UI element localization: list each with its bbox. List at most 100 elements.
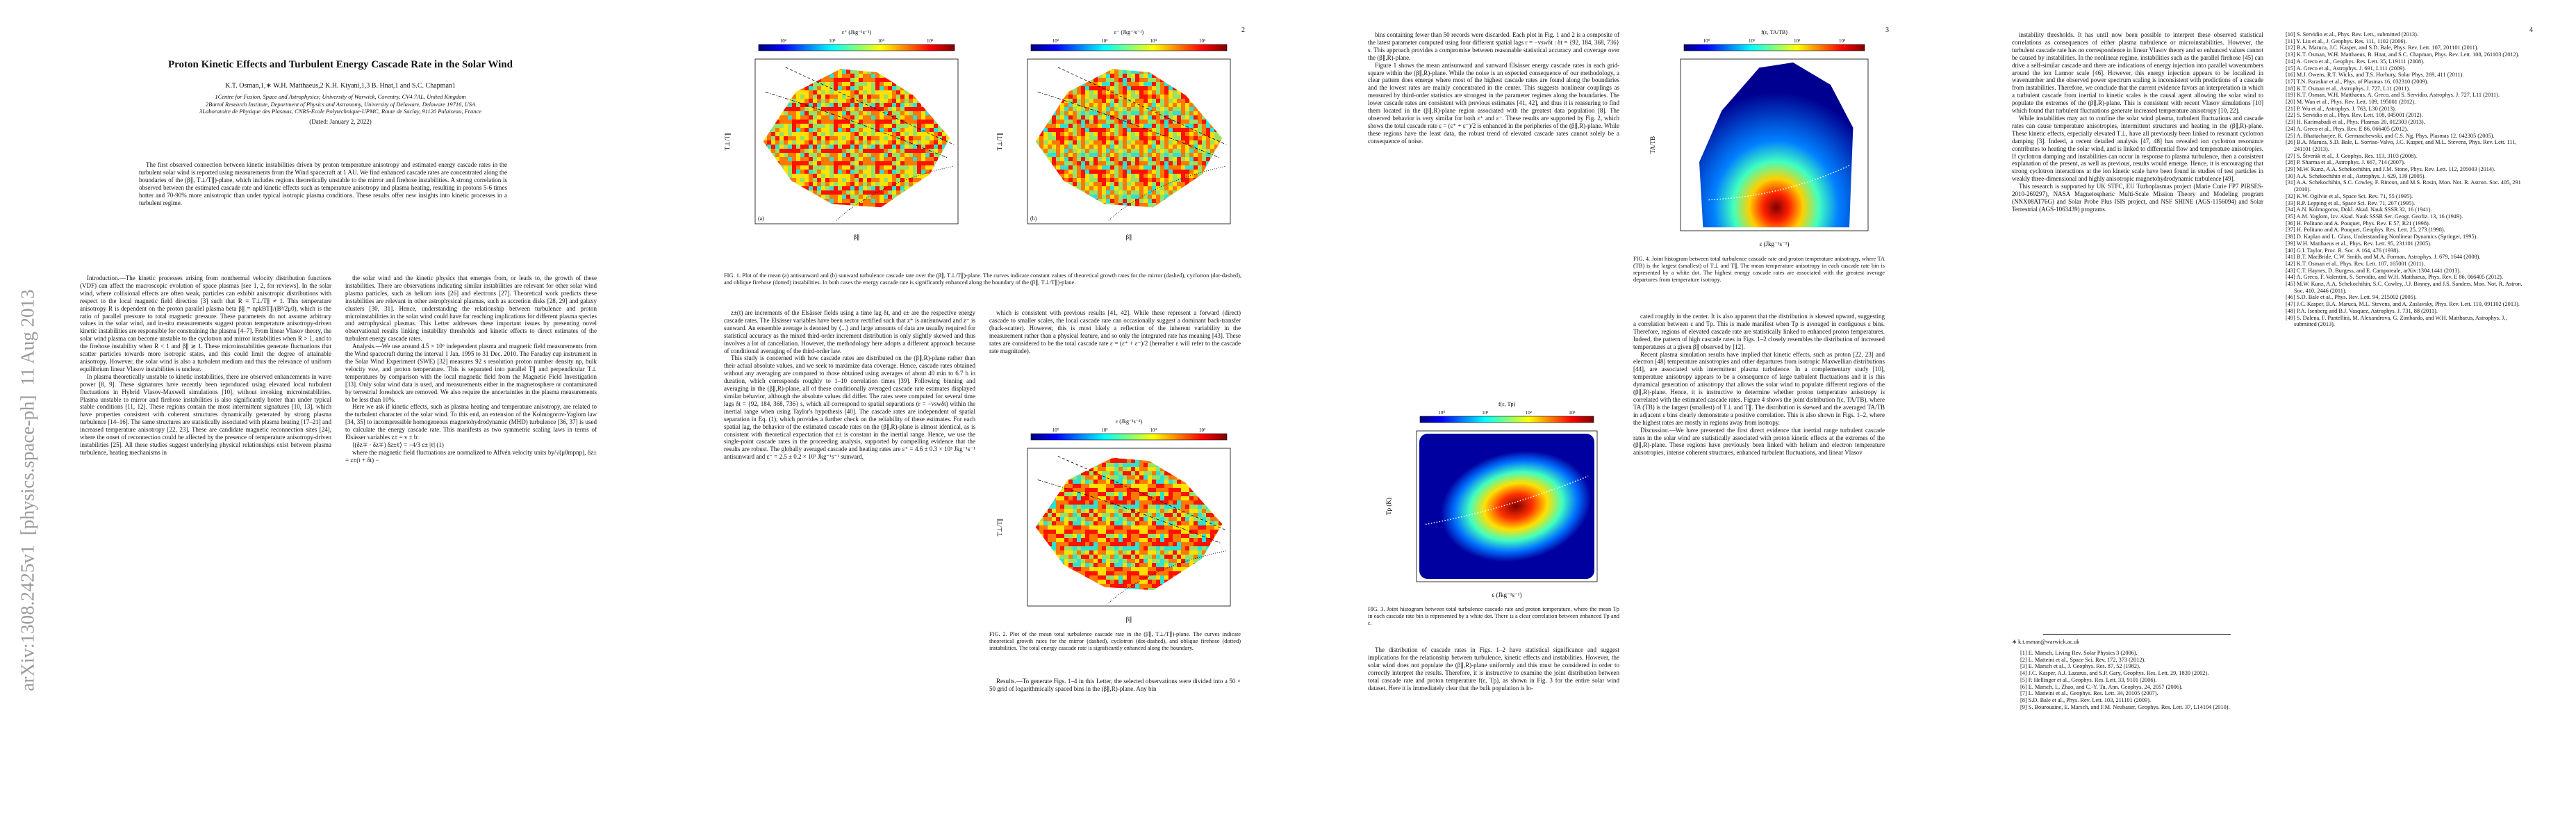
paragraph: [42] K.T. Osman et al., Phys. Rev. Lett.…: [2286, 260, 2425, 267]
x-axis-label: ε (Jkg⁻¹s⁻¹): [1760, 240, 1790, 247]
colorbar: [1683, 44, 1865, 51]
paragraph: [44] A. Greco, F. Valentini, S. Servidio…: [2286, 274, 2503, 281]
colorbar: [1030, 433, 1228, 441]
column: z±(t) are increments of the Elsässer fie…: [724, 309, 975, 813]
paragraph: [17] T.N. Parashar et al., Phys. of Plas…: [2286, 78, 2429, 85]
paragraph: [31] A.A. Schekochihin, S.C. Cowley, F. …: [2286, 179, 2521, 193]
paragraph: [27] S. Štverák et al., J. Geophys. Res.…: [2286, 152, 2418, 159]
x-axis-label: β∥: [1125, 616, 1132, 623]
figure-caption: FIG. 1. Plot of the mean (a) antisunward…: [724, 272, 1241, 286]
paragraph: [4] J.C. Kasper, A.J. Lazarus, and S.P. …: [2020, 670, 2209, 677]
histogram: [1699, 62, 1853, 228]
paragraph: 2Bartol Research Institute, Department o…: [205, 100, 476, 108]
references: [1] E. Marsch, Living Rev. Solar Physics…: [2020, 650, 2263, 831]
paragraph: the solar wind and the kinetic physics t…: [345, 275, 597, 343]
colorbar-tick-label: 10³: [1569, 410, 1575, 416]
colorbar-tick-label: 10³: [1101, 427, 1107, 433]
colorbar-tick-label: 10³: [1839, 38, 1845, 44]
colorbar-tick-label: 10³: [1101, 38, 1107, 44]
colorbar-tick-label: 10⁰: [1703, 38, 1710, 44]
figure-caption: FIG. 4. Joint histogram between total tu…: [1633, 256, 1885, 283]
colorbar-tick-label: 10³: [829, 38, 835, 44]
paragraph: [2] L. Matteini et al., Space Sci. Rev. …: [2020, 656, 2146, 663]
paragraph: [36] H. Politano and A. Pouquet, Phys. R…: [2286, 220, 2430, 227]
colorbar-tick-label: 10⁵: [1199, 38, 1206, 44]
paragraph: [48] P.A. Isenberg and B.J. Vasquez, Ast…: [2286, 307, 2438, 314]
page: 2 ε⁺ (Jkg⁻¹s⁻¹) 10² 10³ 10⁴ 10⁵ T⊥/T∥ β∥ (a) ε⁻…: [644, 0, 1288, 834]
y-axis-label: T⊥/T∥: [996, 518, 1003, 537]
panel-label: (b): [1030, 215, 1037, 222]
column: the solar wind and the kinetic physics t…: [345, 275, 597, 813]
page: arXiv:1308.2425v1 [physics.space-ph] 11 …: [0, 0, 644, 834]
figure-panel: ε⁺ (Jkg⁻¹s⁻¹) 10² 10³ 10⁴ 10⁵ T⊥/T∥ β∥ (a): [724, 29, 959, 240]
threshold-curve: [765, 92, 948, 158]
paragraph: [49] S. Dalena, F. Pantellini, M. Alexan…: [2286, 314, 2507, 328]
arxiv-sidebar: arXiv:1308.2425v1 [physics.space-ph] 11 …: [17, 289, 38, 692]
paragraph: Introduction.—The kinetic processes aris…: [80, 275, 331, 373]
histogram: [1440, 450, 1592, 562]
threshold-curve: [1108, 550, 1227, 603]
paragraph: ⟨(δz∓ · δz∓) δz±ℓ⟩ = −4/3 ε± |ℓ| (1): [352, 441, 444, 448]
colorbar-tick-label: 10²: [780, 38, 786, 44]
colorbar-tick-label: 10²: [1794, 38, 1800, 44]
page: 4 instability thresholds. It has until n…: [1932, 0, 2576, 834]
paragraph: [21] P. Wu et al., Astrophys. J. 763, L3…: [2286, 105, 2396, 112]
colorbar-tick-label: 10⁵: [1199, 427, 1206, 433]
mean-curve: [1425, 475, 1589, 525]
paragraph: [37] H. Politano and A. Pouquet, Geophys…: [2286, 227, 2445, 234]
paragraph: [11] Y. Liu et al., J. Geophys. Res. 111…: [2286, 38, 2407, 44]
paragraph: [9] S. Bourouaine, E. Marsch, and F.M. N…: [2020, 703, 2230, 710]
paragraph: [25] A. Bhattacharjee, K. Germaschewski,…: [2286, 132, 2495, 139]
colorbar-label: ε (Jkg⁻¹s⁻¹): [1116, 418, 1142, 425]
colorbar: [1419, 416, 1594, 423]
paragraph: [7] L. Matteini et al., Geophys. Res. Le…: [2020, 690, 2158, 697]
references: [10] S. Servidio et al., Phys. Rev. Lett…: [2286, 31, 2529, 831]
heatmap-halo: [1035, 69, 1223, 208]
colorbar-tick-label: 10¹: [1749, 38, 1755, 44]
figure: f(ε, TA/TB) 10⁰ 10¹ 10² 10³ TA/TB ε (Jkg⁻¹s⁻¹): [1649, 29, 1869, 247]
threshold-curve: [1057, 67, 1227, 145]
colorbar-tick-label: 10⁴: [1150, 38, 1157, 44]
paragraph: [22] S. Servidio et al., Phys. Rev. Lett…: [2286, 112, 2423, 119]
threshold-curve: [1037, 92, 1221, 158]
paragraph: instability thresholds. It has until now…: [2012, 31, 2263, 115]
paragraph: 3Laboratoire de Physique des Plasmas, CN…: [199, 108, 482, 115]
plot-frame: [754, 58, 959, 224]
colorbar-tick-label: 10⁰: [1438, 410, 1445, 416]
paragraph: [35] A.M. Yaglom, Izv. Akad. Nauk SSSR S…: [2286, 213, 2463, 220]
paragraph: where the magnetic field fluctuations ar…: [345, 448, 597, 464]
paragraph: [16] M.J. Owens, R.T. Wicks, and T.S. Ho…: [2286, 72, 2464, 79]
paragraph: [33] R.P. Lepping et al., Space Sci. Rev…: [2286, 199, 2416, 206]
heatmap-halo: [763, 69, 950, 208]
paragraph: Recent plasma simulation results have im…: [1633, 350, 1885, 426]
paragraph: [46] S.D. Bale et al., Phys. Rev. Lett. …: [2286, 294, 2417, 301]
page-number: 3: [1885, 26, 1889, 34]
paragraph: Discussion.—We have presented the first …: [1633, 426, 1885, 457]
paragraph: [14] A. Greco et al., Geophys. Res. Lett…: [2286, 58, 2425, 65]
paragraph: [47] J.C. Kasper, B.A. Maruca, M.L. Stev…: [2286, 301, 2520, 308]
page: 3 bins containing fewer than 50 records …: [1288, 0, 1932, 834]
paragraph: cated roughly in the center. It is also …: [1633, 313, 1885, 350]
paragraph: [29] M.W. Kunz, A.A. Schekochihin, and J…: [2286, 166, 2495, 173]
column: Results.—To generate Figs. 1–4 in this L…: [989, 678, 1241, 813]
panel-label: (a): [758, 215, 764, 222]
threshold-curve: [1037, 480, 1221, 543]
page-number: 2: [1241, 26, 1245, 34]
colorbar-tick-label: 10⁴: [878, 38, 885, 44]
footnote-rule: [2043, 634, 2231, 635]
paragraph: [43] C.T. Haynes, D. Burgess, and E. Cam…: [2286, 267, 2461, 274]
x-axis-label: β∥: [1125, 234, 1132, 240]
paragraph: [28] P. Sharma et al., Astrophys. J. 667…: [2286, 159, 2405, 166]
colorbar-tick-label: 10²: [1052, 38, 1059, 44]
threshold-curve: [1057, 456, 1227, 531]
colorbar-tick-label: 10⁵: [927, 38, 934, 44]
colorbar: [1030, 44, 1228, 51]
figure-panel: ε⁻ (Jkg⁻¹s⁻¹) 10² 10³ 10⁴ 10⁵ T⊥/T∥ β∥ (b): [996, 29, 1231, 240]
paragraph: [8] S.D. Bale et al., Phys. Rev. Lett. 1…: [2020, 696, 2152, 703]
threshold-curve: [785, 67, 955, 145]
y-axis-label: Tp (K): [1385, 498, 1392, 515]
paragraph: [45] M.W. Kunz, A.A. Schekochihin, S.C. …: [2286, 281, 2523, 294]
y-axis-label: T⊥/T∥: [724, 133, 731, 151]
colorbar-label: f(ε, Tp): [1498, 401, 1516, 407]
column: Introduction.—The kinetic processes aris…: [80, 275, 331, 813]
